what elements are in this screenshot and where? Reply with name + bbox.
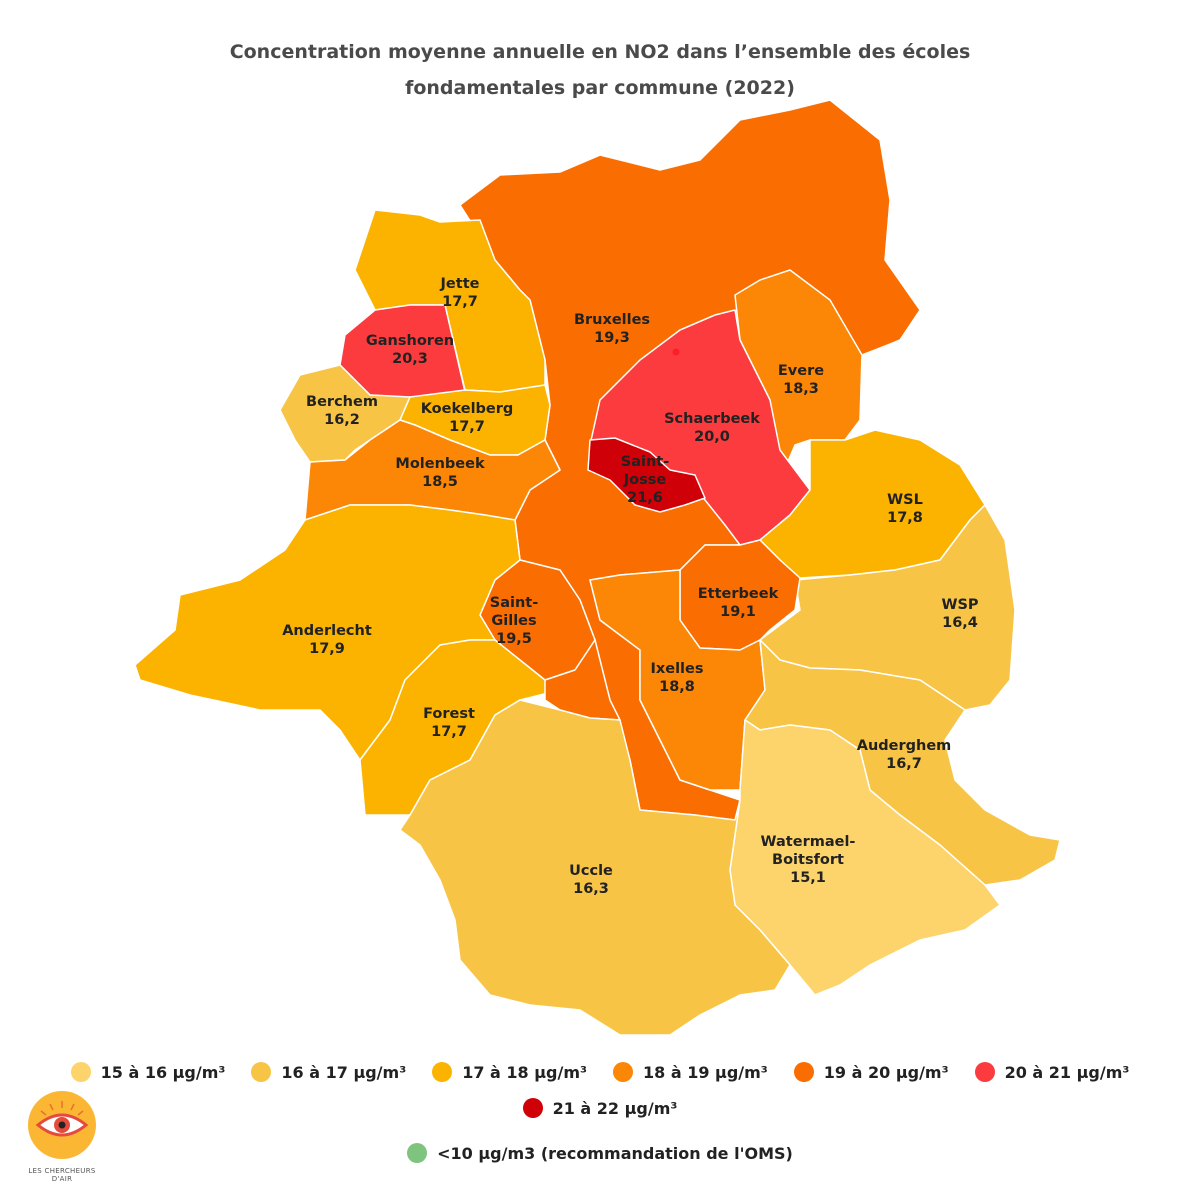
svg-text:Evere: Evere	[778, 363, 824, 379]
label-koekelberg: Koekelberg 17,7	[421, 401, 514, 435]
region-berchem[interactable]	[279, 364, 411, 463]
label-ixelles: Ixelles 18,8	[651, 661, 704, 695]
school-point	[672, 348, 680, 356]
svg-text:Uccle: Uccle	[569, 863, 613, 879]
svg-text:Saint-: Saint-	[621, 454, 669, 470]
svg-text:20,3: 20,3	[392, 351, 428, 367]
svg-text:Koekelberg: Koekelberg	[421, 401, 514, 417]
label-anderlecht: Anderlecht 17,9	[282, 623, 372, 657]
svg-text:16,4: 16,4	[942, 615, 978, 631]
legend-item-21-22: 21 à 22 µg/m³	[522, 1098, 678, 1118]
label-jette: Jette 17,7	[440, 276, 480, 310]
svg-text:16,7: 16,7	[886, 756, 922, 772]
svg-text:18,5: 18,5	[422, 474, 458, 490]
svg-text:Molenbeek: Molenbeek	[395, 456, 485, 472]
legend-item-20-21: 20 à 21 µg/m³	[974, 1062, 1130, 1082]
svg-text:Anderlecht: Anderlecht	[282, 623, 372, 639]
map-title-line1: Concentration moyenne annuelle en NO2 da…	[229, 41, 971, 63]
svg-text:19,1: 19,1	[720, 604, 756, 620]
legend-label: 18 à 19 µg/m³	[643, 1062, 768, 1082]
svg-text:16,3: 16,3	[573, 881, 609, 897]
svg-text:Josse: Josse	[623, 472, 667, 488]
legend-item-19-20: 19 à 20 µg/m³	[793, 1062, 949, 1082]
svg-text:17,7: 17,7	[431, 724, 467, 740]
label-forest: Forest 17,7	[423, 706, 475, 740]
legend-row-1: 15 à 16 µg/m³ 16 à 17 µg/m³ 17 à 18 µg/m…	[0, 1062, 1200, 1082]
logo: LES CHERCHEURS D'AIR	[26, 1075, 98, 1183]
legend-item-15-16: 15 à 16 µg/m³	[70, 1062, 226, 1082]
svg-text:Ganshoren: Ganshoren	[366, 333, 454, 349]
svg-text:18,8: 18,8	[659, 679, 695, 695]
label-watermael: Watermael- Boitsfort 15,1	[761, 834, 856, 886]
map-title: Concentration moyenne annuelle en NO2 da…	[150, 34, 1050, 106]
svg-text:WSL: WSL	[887, 492, 923, 508]
label-wsl: WSL 17,8	[887, 492, 923, 526]
svg-text:19,3: 19,3	[594, 330, 630, 346]
legend-dot	[407, 1143, 428, 1163]
legend-label: 19 à 20 µg/m³	[823, 1062, 949, 1082]
label-bruxelles: Bruxelles 19,3	[574, 312, 650, 346]
legend-label: 15 à 16 µg/m³	[100, 1062, 226, 1082]
svg-text:Etterbeek: Etterbeek	[698, 586, 779, 602]
label-saint-josse: Saint- Josse 21,6	[621, 454, 669, 506]
svg-text:20,0: 20,0	[694, 429, 730, 445]
svg-text:15,1: 15,1	[790, 870, 826, 886]
svg-text:Gilles: Gilles	[491, 613, 536, 629]
label-auderghem: Auderghem 16,7	[857, 738, 952, 772]
svg-text:19,5: 19,5	[496, 631, 532, 647]
label-ganshoren: Ganshoren 20,3	[366, 333, 454, 367]
svg-text:Berchem: Berchem	[306, 394, 378, 410]
legend-label: 21 à 22 µg/m³	[552, 1098, 678, 1118]
svg-text:Jette: Jette	[440, 276, 480, 292]
svg-text:17,7: 17,7	[449, 419, 485, 435]
svg-text:Boitsfort: Boitsfort	[772, 852, 844, 868]
svg-text:Schaerbeek: Schaerbeek	[664, 411, 760, 427]
legend-dot	[793, 1062, 814, 1082]
legend-label: <10 µg/m3 (recommandation de l'OMS)	[437, 1143, 793, 1163]
label-evere: Evere 18,3	[778, 363, 824, 397]
legend-label: 16 à 17 µg/m³	[281, 1062, 407, 1082]
label-wsp: WSP 16,4	[941, 597, 978, 631]
eye-logo-icon	[28, 1091, 96, 1159]
logo-text: LES CHERCHEURS D'AIR	[28, 1167, 96, 1183]
map-title-line2: fondamentales par commune (2022)	[405, 77, 795, 99]
svg-text:17,8: 17,8	[887, 510, 923, 526]
label-etterbeek: Etterbeek 19,1	[698, 586, 779, 620]
legend-row-2: 21 à 22 µg/m³	[0, 1098, 1200, 1118]
legend-label: 20 à 21 µg/m³	[1004, 1062, 1130, 1082]
region-uccle[interactable]	[399, 699, 791, 1036]
label-uccle: Uccle 16,3	[569, 863, 613, 897]
svg-text:17,9: 17,9	[309, 641, 345, 657]
legend-dot	[522, 1098, 543, 1118]
svg-text:Bruxelles: Bruxelles	[574, 312, 650, 328]
svg-text:Auderghem: Auderghem	[857, 738, 952, 754]
legend-dot	[432, 1062, 453, 1082]
legend-dot	[251, 1062, 272, 1082]
svg-text:WSP: WSP	[941, 597, 978, 613]
legend-item-oms: <10 µg/m3 (recommandation de l'OMS)	[407, 1143, 793, 1163]
svg-text:17,7: 17,7	[442, 294, 478, 310]
brussels-map: Bruxelles 19,3 Jette 17,7 Ganshoren 20,3…	[134, 99, 1061, 1036]
label-schaerbeek: Schaerbeek 20,0	[664, 411, 760, 445]
legend-item-17-18: 17 à 18 µg/m³	[432, 1062, 587, 1082]
legend-row-oms: <10 µg/m3 (recommandation de l'OMS)	[0, 1143, 1200, 1163]
legend-item-18-19: 18 à 19 µg/m³	[613, 1062, 768, 1082]
label-saint-gilles: Saint- Gilles 19,5	[490, 595, 538, 647]
svg-text:Watermael-: Watermael-	[761, 834, 856, 850]
legend-dot	[70, 1062, 91, 1082]
svg-text:Saint-: Saint-	[490, 595, 538, 611]
legend-item-16-17: 16 à 17 µg/m³	[251, 1062, 406, 1082]
svg-text:18,3: 18,3	[783, 381, 819, 397]
svg-text:Forest: Forest	[423, 706, 475, 722]
svg-text:16,2: 16,2	[324, 412, 360, 428]
svg-text:21,6: 21,6	[627, 490, 663, 506]
label-berchem: Berchem 16,2	[306, 394, 378, 428]
legend-dot	[974, 1062, 995, 1082]
legend-dot	[613, 1062, 633, 1082]
label-molenbeek: Molenbeek 18,5	[395, 456, 485, 490]
region-saint-josse[interactable]	[587, 437, 706, 513]
legend-label: 17 à 18 µg/m³	[462, 1062, 587, 1082]
svg-text:Ixelles: Ixelles	[651, 661, 704, 677]
